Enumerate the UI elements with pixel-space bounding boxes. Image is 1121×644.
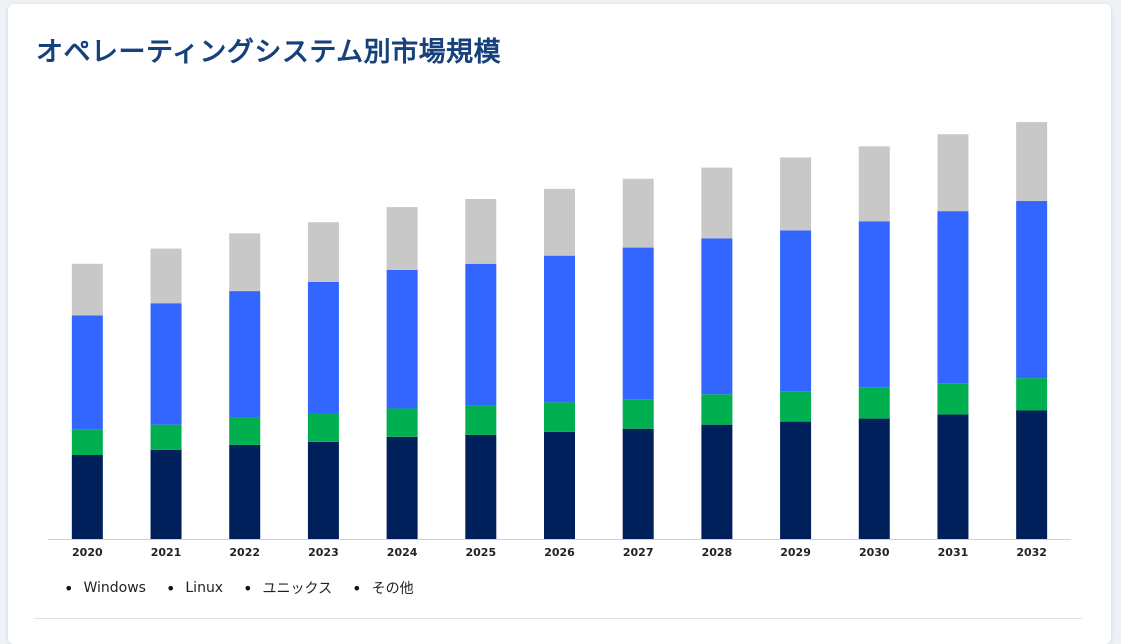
- bar-segment[interactable]: [1016, 122, 1047, 201]
- legend-item-unix[interactable]: • ユニックス: [243, 578, 332, 598]
- bar-segment[interactable]: [780, 422, 811, 539]
- bar-segment[interactable]: [623, 248, 654, 400]
- legend-label: Linux: [185, 580, 223, 596]
- bar-segment[interactable]: [1016, 378, 1047, 410]
- bar-segment[interactable]: [859, 387, 890, 418]
- bar-segment[interactable]: [387, 207, 418, 270]
- legend-label: ユニックス: [263, 578, 333, 598]
- bar-segment[interactable]: [701, 425, 732, 539]
- stacked-bar-chart: 2020 2021 2022 2023 2024 2025 2026 2027 2028 2029…: [8, 4, 1111, 584]
- bar-segment[interactable]: [937, 211, 968, 383]
- bar-segment[interactable]: [780, 158, 811, 231]
- bar-segment[interactable]: [701, 238, 732, 394]
- x-tick-label: 2031: [938, 546, 969, 559]
- bar-segment[interactable]: [937, 134, 968, 211]
- bar-segment[interactable]: [387, 270, 418, 409]
- chart-legend: • Windows • Linux • ユニックス • その他: [64, 578, 414, 598]
- bar-segment[interactable]: [544, 256, 575, 403]
- bar-segment[interactable]: [544, 189, 575, 256]
- bar-segment[interactable]: [859, 221, 890, 387]
- bar-segment[interactable]: [780, 391, 811, 421]
- bar-segment[interactable]: [387, 437, 418, 539]
- x-tick-label: 2029: [780, 546, 811, 559]
- bar-segment[interactable]: [308, 414, 339, 442]
- x-tick-label: 2025: [465, 546, 496, 559]
- x-tick-label: 2024: [387, 546, 418, 559]
- bar-segment[interactable]: [1016, 410, 1047, 539]
- bar-segment[interactable]: [859, 419, 890, 539]
- x-tick-label: 2020: [72, 546, 103, 559]
- bullet-icon: •: [352, 579, 361, 598]
- bar-segment[interactable]: [308, 282, 339, 414]
- bottom-divider: [34, 618, 1082, 619]
- x-tick-label: 2032: [1016, 546, 1047, 559]
- bar-segment[interactable]: [1016, 201, 1047, 378]
- bar-segment[interactable]: [701, 394, 732, 424]
- x-tick-label: 2022: [229, 546, 260, 559]
- bullet-icon: •: [166, 579, 175, 598]
- bar-segment[interactable]: [151, 450, 182, 539]
- x-tick-label: 2028: [702, 546, 733, 559]
- bar-segment[interactable]: [72, 430, 103, 455]
- bar-segment[interactable]: [72, 264, 103, 316]
- bar-segment[interactable]: [308, 222, 339, 282]
- bullet-icon: •: [243, 579, 252, 598]
- bar-segment[interactable]: [465, 405, 496, 434]
- bar-segment[interactable]: [937, 383, 968, 414]
- x-tick-label: 2030: [859, 546, 890, 559]
- x-tick-label: 2021: [151, 546, 182, 559]
- bar-segment[interactable]: [544, 402, 575, 431]
- x-tick-label: 2027: [623, 546, 654, 559]
- bar-segment[interactable]: [623, 399, 654, 428]
- legend-label: その他: [372, 578, 414, 598]
- x-tick-label: 2023: [308, 546, 339, 559]
- bar-segment[interactable]: [151, 425, 182, 450]
- bar-segment[interactable]: [623, 179, 654, 248]
- legend-item-linux[interactable]: • Linux: [166, 578, 223, 598]
- bar-segment[interactable]: [229, 445, 260, 539]
- bar-segment[interactable]: [72, 455, 103, 539]
- chart-card: オペレーティングシステム別市場規模 2020 2021 2022 2023 2024 20…: [8, 4, 1111, 644]
- legend-item-windows[interactable]: • Windows: [64, 578, 146, 598]
- bar-segment[interactable]: [937, 415, 968, 539]
- bar-segment[interactable]: [623, 429, 654, 539]
- bullet-icon: •: [64, 579, 73, 598]
- bar-segment[interactable]: [859, 146, 890, 221]
- bar-segment[interactable]: [465, 199, 496, 264]
- bar-segment[interactable]: [308, 442, 339, 539]
- bar-segment[interactable]: [465, 264, 496, 406]
- bar-segment[interactable]: [229, 418, 260, 445]
- bar-segment[interactable]: [151, 303, 182, 424]
- bar-segment[interactable]: [387, 408, 418, 436]
- bar-segment[interactable]: [151, 249, 182, 304]
- x-tick-label: 2026: [544, 546, 575, 559]
- bar-segment[interactable]: [72, 315, 103, 429]
- legend-item-other[interactable]: • その他: [352, 578, 413, 598]
- bar-segment[interactable]: [544, 432, 575, 539]
- legend-label: Windows: [83, 580, 146, 596]
- bar-segment[interactable]: [780, 230, 811, 391]
- bar-segment[interactable]: [229, 233, 260, 291]
- bar-segment[interactable]: [465, 435, 496, 539]
- bar-segment[interactable]: [701, 168, 732, 239]
- bar-segment[interactable]: [229, 291, 260, 417]
